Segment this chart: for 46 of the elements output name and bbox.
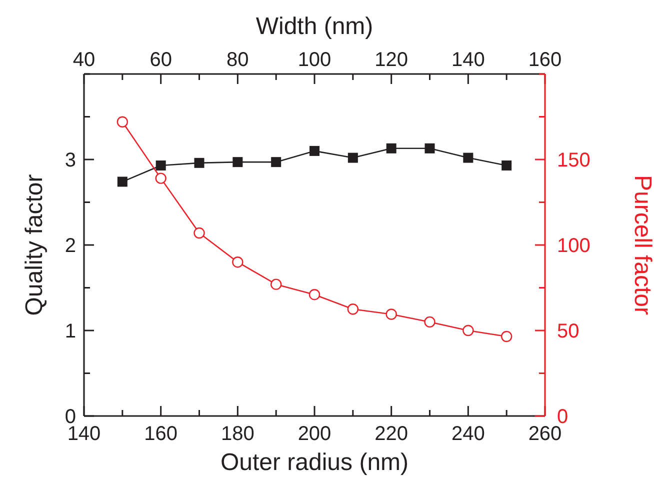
x-axis-title: Outer radius (nm) — [220, 449, 409, 476]
point — [386, 308, 397, 320]
point — [462, 324, 474, 336]
y-tick-label: 2 — [64, 235, 76, 257]
x-tick-label: 240 — [451, 423, 485, 445]
y-tick-label: 3 — [64, 150, 76, 172]
point — [270, 278, 282, 290]
x2-tick-label: 100 — [298, 49, 332, 71]
x2-tick-label: 80 — [226, 49, 249, 71]
point — [310, 146, 320, 156]
point — [386, 143, 396, 154]
point — [232, 256, 244, 268]
x-tick-label: 160 — [144, 423, 178, 445]
point — [347, 304, 359, 315]
y2-tick-label: 100 — [557, 235, 590, 257]
point — [308, 288, 320, 300]
point — [463, 152, 474, 163]
point — [232, 157, 243, 168]
x2-tick-label: 120 — [374, 49, 408, 71]
point — [116, 116, 128, 128]
point — [194, 227, 205, 239]
x-tick-label: 200 — [298, 423, 332, 445]
x2-tick-label: 40 — [72, 49, 96, 71]
y2-axis-title: Purcell factor — [629, 174, 654, 316]
y2-tick-label: 150 — [557, 150, 590, 172]
x2-axis-title: Width (nm) — [256, 13, 374, 40]
x-tick-label: 260 — [528, 423, 562, 445]
point — [117, 176, 128, 187]
x2-tick-label: 60 — [150, 49, 172, 71]
point — [194, 158, 204, 168]
point — [271, 157, 282, 168]
x2-tick-label: 160 — [528, 49, 562, 71]
x-tick-label: 220 — [374, 423, 408, 445]
point — [500, 330, 512, 342]
point — [424, 143, 435, 154]
point — [156, 160, 166, 170]
point — [348, 152, 358, 163]
point — [424, 316, 436, 328]
y2-tick-label: 50 — [557, 320, 580, 342]
y-axis-title: Quality factor — [21, 174, 48, 316]
x-tick-label: 140 — [67, 423, 101, 445]
x-tick-label: 180 — [220, 423, 254, 445]
x2-tick-label: 140 — [451, 49, 485, 71]
point — [502, 160, 512, 170]
y-tick-label: 1 — [64, 320, 76, 342]
point — [155, 172, 166, 184]
